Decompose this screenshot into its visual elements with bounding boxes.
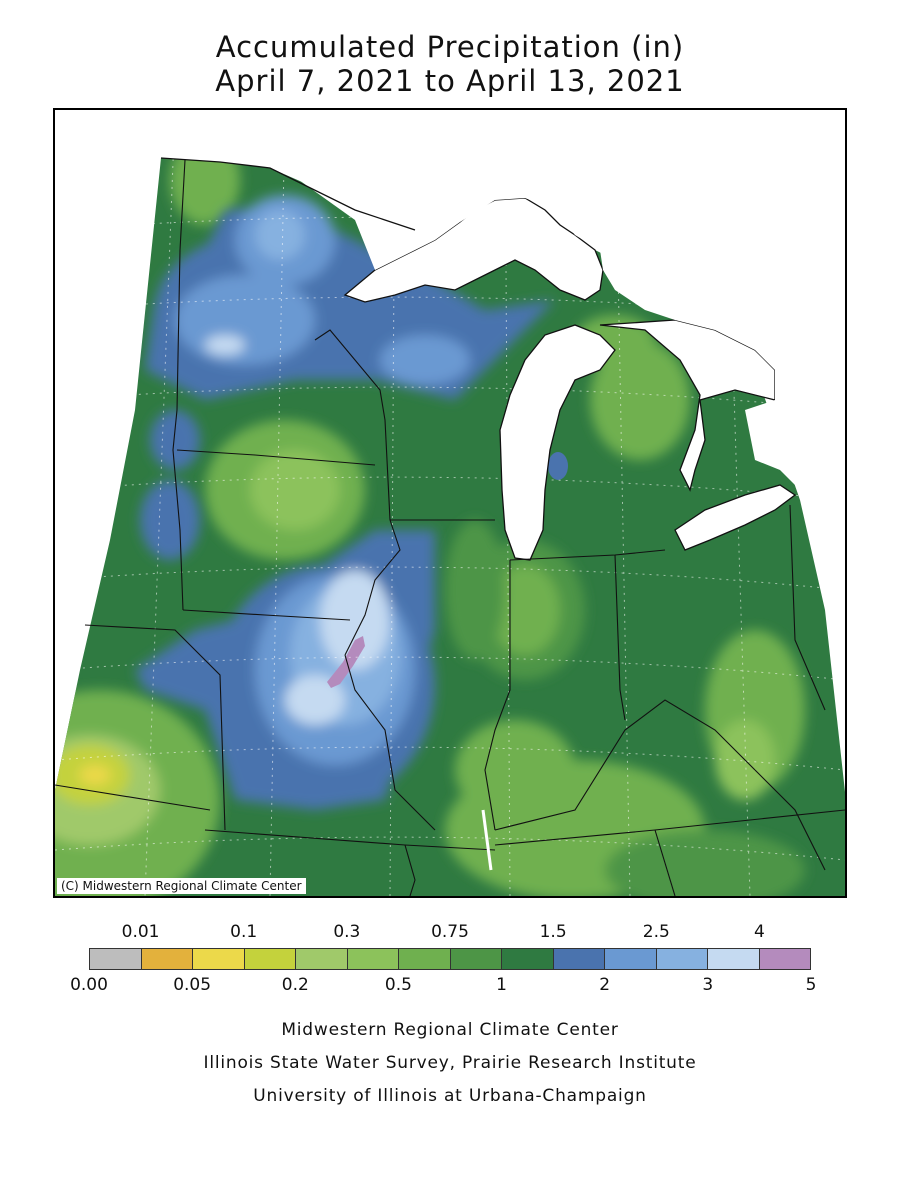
legend-tick-label-bottom: 3 — [702, 975, 714, 995]
credit-line-2: Illinois State Water Survey, Prairie Res… — [203, 1053, 697, 1073]
legend-swatch — [553, 949, 605, 969]
border-tn-va — [654, 829, 676, 896]
legend-swatch — [347, 949, 399, 969]
state-borders — [55, 159, 845, 896]
precip-max-area — [327, 636, 365, 688]
map-copyright: (C) Midwestern Regional Climate Center — [57, 878, 306, 894]
border-ks-mo — [84, 624, 226, 831]
border-il-ia-river — [344, 519, 401, 656]
border-il-in — [484, 560, 511, 831]
border-ar-tn — [404, 844, 416, 896]
border-ks-ok — [55, 784, 211, 811]
legend-swatch — [605, 949, 657, 969]
border-mn-nd-sd — [172, 159, 186, 611]
credit-line-3: University of Illinois at Urbana-Champai… — [253, 1086, 647, 1106]
legend-tick-label-bottom: 0.05 — [173, 975, 212, 995]
legend-swatch — [759, 949, 810, 969]
legend-swatch — [193, 949, 245, 969]
precip-legend-colorbar — [89, 948, 811, 970]
legend-swatch — [502, 949, 554, 969]
us-canada-border — [160, 157, 416, 231]
border-mn-wi — [314, 329, 391, 521]
legend-tick-label-top: 4 — [754, 922, 765, 942]
border-in-oh — [614, 554, 626, 721]
lake-superior — [343, 197, 604, 303]
legend-tick-label-bottom: 2 — [599, 975, 611, 995]
border-oh-pa — [789, 504, 826, 711]
lake-michigan — [499, 324, 616, 561]
map-title-line1: Accumulated Precipitation (in) — [215, 30, 685, 64]
legend-tick-label-top: 0.01 — [121, 922, 160, 942]
great-lakes — [343, 197, 797, 561]
legend-tick-label-bottom: 5 — [805, 975, 817, 995]
legend-swatch — [141, 949, 193, 969]
map-canvas — [55, 110, 845, 896]
border-mn-ia — [176, 449, 376, 466]
legend-tick-label-bottom: 1 — [496, 975, 507, 995]
precipitation-map: (C) Midwestern Regional Climate Center — [53, 108, 847, 898]
legend-tick-label-bottom: 0.5 — [384, 975, 412, 995]
credit-line-1: Midwestern Regional Climate Center — [281, 1020, 619, 1040]
legend-swatch — [656, 949, 708, 969]
lake-erie — [674, 484, 797, 551]
map-title-line2: April 7, 2021 to April 13, 2021 — [215, 64, 685, 98]
legend-swatch — [399, 949, 451, 969]
canada-no-data — [55, 110, 845, 485]
legend-tick-label-bottom: 0.2 — [281, 975, 309, 995]
legend-tick-label-bottom: 0.00 — [70, 975, 108, 995]
legend-swatch — [450, 949, 502, 969]
border-wv-va — [754, 769, 826, 871]
legend-tick-label-top: 2.5 — [642, 922, 670, 942]
legend-swatch — [244, 949, 296, 969]
border-ia-mo — [182, 609, 351, 621]
border-ky-ohio-river — [494, 699, 756, 831]
mississippi-river — [481, 809, 493, 871]
legend-swatch — [90, 949, 142, 969]
legend-tick-label-top: 0.1 — [230, 922, 258, 942]
legend-tick-label-top: 0.3 — [333, 922, 361, 942]
legend-tick-label-top: 0.75 — [431, 922, 469, 942]
legend-swatch — [708, 949, 760, 969]
legend-tick-label-top: 1.5 — [539, 922, 567, 942]
precip-blue-spot-lake-michigan — [548, 452, 568, 480]
border-mo-il-river — [344, 654, 436, 831]
legend-swatch — [296, 949, 348, 969]
